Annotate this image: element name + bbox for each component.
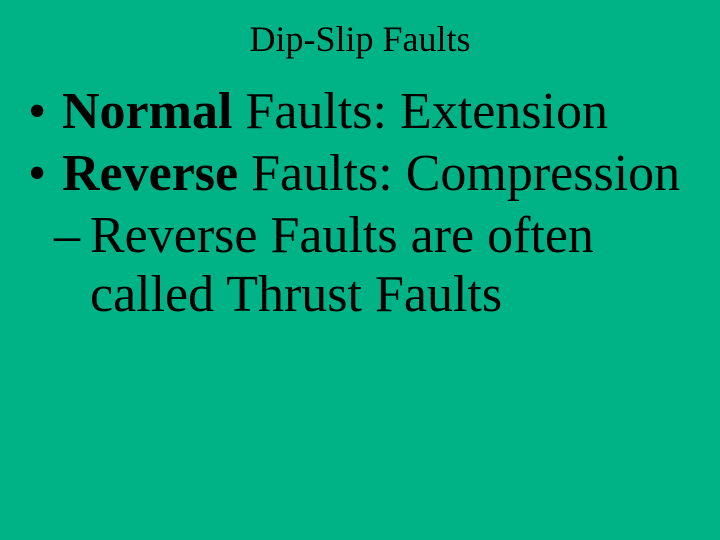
bullet-2-rest: Faults: Compression bbox=[238, 145, 680, 202]
sub-bullet-1-text: Reverse Faults are often called Thrust F… bbox=[90, 207, 594, 324]
slide-title: Dip-Slip Faults bbox=[20, 18, 700, 60]
bullet-2-bold: Reverse bbox=[62, 145, 238, 202]
slide: Dip-Slip Faults Normal Faults: Extension… bbox=[0, 0, 720, 540]
bullet-1-rest: Faults: Extension bbox=[232, 83, 608, 140]
sub-bullet-1: Reverse Faults are often called Thrust F… bbox=[20, 206, 700, 326]
bullet-1-bold: Normal bbox=[62, 83, 232, 140]
bullet-item-1: Normal Faults: Extension bbox=[20, 82, 700, 142]
bullet-item-2: Reverse Faults: Compression bbox=[20, 144, 700, 204]
bullet-list: Normal Faults: Extension Reverse Faults:… bbox=[20, 82, 700, 325]
